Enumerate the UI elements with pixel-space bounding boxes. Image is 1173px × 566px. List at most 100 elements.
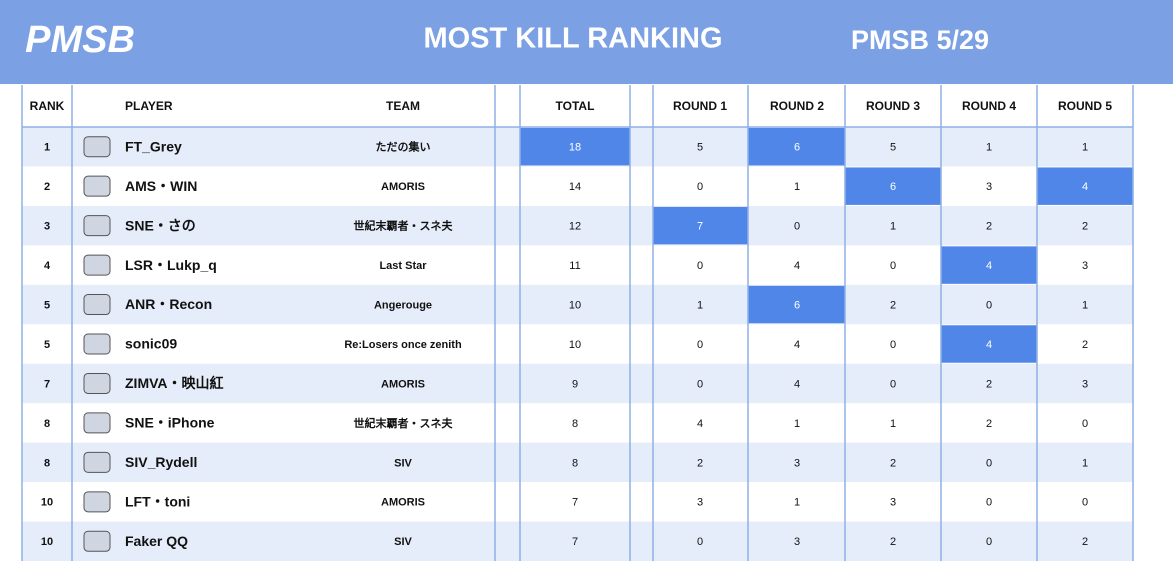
cell-text: 6: [794, 142, 800, 154]
cell-text: 1: [1082, 457, 1088, 469]
team-icon: [83, 254, 111, 276]
cell-text: AMORIS: [381, 497, 425, 509]
column-header: ROUND 5: [1058, 99, 1112, 113]
team-icon: [83, 136, 111, 158]
cell-text: 0: [986, 536, 992, 548]
cell-text: 2: [890, 299, 896, 311]
cell-text: 5: [697, 142, 703, 154]
cell-text: 3: [44, 221, 50, 233]
cell-text: 1: [1082, 142, 1088, 154]
cell-text: 1: [44, 142, 50, 154]
cell-text: sonic09: [125, 336, 177, 352]
cell-text: 3: [890, 497, 896, 509]
cell-text: 5: [44, 299, 50, 311]
team-icon: [83, 175, 111, 197]
cell-text: 6: [890, 181, 896, 193]
cell-text: 2: [986, 378, 992, 390]
highlight-cell: [748, 285, 845, 324]
cell-text: 3: [1082, 378, 1088, 390]
cell-text: 4: [697, 418, 703, 430]
cell-text: 1: [890, 418, 896, 430]
cell-text: ただの集い: [376, 140, 431, 154]
row-band: [22, 442, 1133, 483]
cell-text: 3: [1082, 260, 1088, 272]
cell-text: 0: [1082, 497, 1088, 509]
cell-text: AMS・WIN: [125, 178, 197, 194]
row-band: [22, 521, 1133, 561]
cell-text: 0: [697, 339, 703, 351]
cell-text: 4: [794, 339, 800, 351]
cell-text: 0: [986, 457, 992, 469]
cell-text: 2: [1082, 221, 1088, 233]
cell-text: 3: [794, 457, 800, 469]
cell-text: SIV: [394, 457, 412, 469]
cell-text: 3: [986, 181, 992, 193]
column-header: PLAYER: [125, 99, 173, 113]
cell-text: 0: [697, 378, 703, 390]
team-icon: [83, 215, 111, 237]
cell-text: 5: [44, 339, 50, 351]
cell-text: 2: [890, 536, 896, 548]
cell-text: 10: [569, 299, 581, 311]
cell-text: 3: [697, 497, 703, 509]
cell-text: 5: [890, 142, 896, 154]
highlight-cell: [845, 167, 941, 205]
cell-text: 11: [569, 260, 580, 272]
cell-text: 4: [794, 260, 800, 272]
team-icon: [83, 491, 111, 513]
cell-text: 4: [986, 260, 992, 272]
cell-text: 8: [44, 418, 50, 430]
cell-text: LSR・Lukp_q: [125, 257, 217, 273]
cell-text: ANR・Recon: [125, 296, 212, 312]
cell-text: 1: [697, 299, 703, 311]
team-icon: [83, 333, 111, 355]
highlight-cell: [941, 325, 1037, 363]
cell-text: 1: [986, 142, 992, 154]
cell-text: 2: [986, 221, 992, 233]
cell-text: 世紀末覇者・スネ夫: [354, 416, 454, 430]
cell-text: 2: [890, 457, 896, 469]
cell-text: Last Star: [379, 260, 427, 272]
cell-text: 7: [572, 497, 578, 509]
cell-text: 2: [1082, 339, 1088, 351]
cell-text: 0: [986, 299, 992, 311]
cell-text: FT_Grey: [125, 138, 182, 154]
cell-text: LFT・toni: [125, 494, 190, 510]
cell-text: 0: [890, 260, 896, 272]
team-icon: [83, 372, 111, 394]
cell-text: ZIMVA・映山紅: [125, 375, 224, 391]
cell-text: 10: [41, 497, 53, 509]
cell-text: 8: [572, 418, 578, 430]
cell-text: 7: [572, 536, 578, 548]
row-band: [22, 205, 1133, 246]
cell-text: 4: [1082, 181, 1088, 193]
cell-text: 9: [572, 378, 578, 390]
team-icon: [83, 451, 111, 473]
cell-text: 7: [44, 378, 50, 390]
logo: PMSB: [25, 19, 135, 61]
cell-text: 1: [794, 497, 800, 509]
table: RANK PLAYER TEAM TOTAL ROUND 1 ROUND 2 ROUND 3…: [21, 85, 1134, 561]
cell-text: SNE・さの: [125, 217, 196, 233]
cell-text: 2: [1082, 536, 1088, 548]
column-header: RANK: [30, 99, 65, 113]
highlight-cell: [1037, 167, 1133, 205]
cell-text: 4: [794, 378, 800, 390]
cell-text: 4: [44, 260, 51, 272]
cell-text: 8: [572, 457, 578, 469]
cell-text: 10: [569, 339, 581, 351]
cell-text: 0: [697, 260, 703, 272]
cell-text: 0: [697, 536, 703, 548]
cell-text: Angerouge: [374, 299, 432, 311]
cell-text: 18: [569, 142, 581, 154]
cell-text: 2: [697, 457, 703, 469]
cell-text: 0: [890, 378, 896, 390]
cell-text: Faker QQ: [125, 533, 188, 549]
cell-text: SIV_Rydell: [125, 454, 197, 470]
highlight-cell: [653, 206, 748, 245]
cell-text: 1: [1082, 299, 1088, 311]
highlight-cell: [941, 246, 1037, 284]
event: PMSB 5/29: [851, 25, 989, 55]
row-band: [22, 284, 1133, 325]
